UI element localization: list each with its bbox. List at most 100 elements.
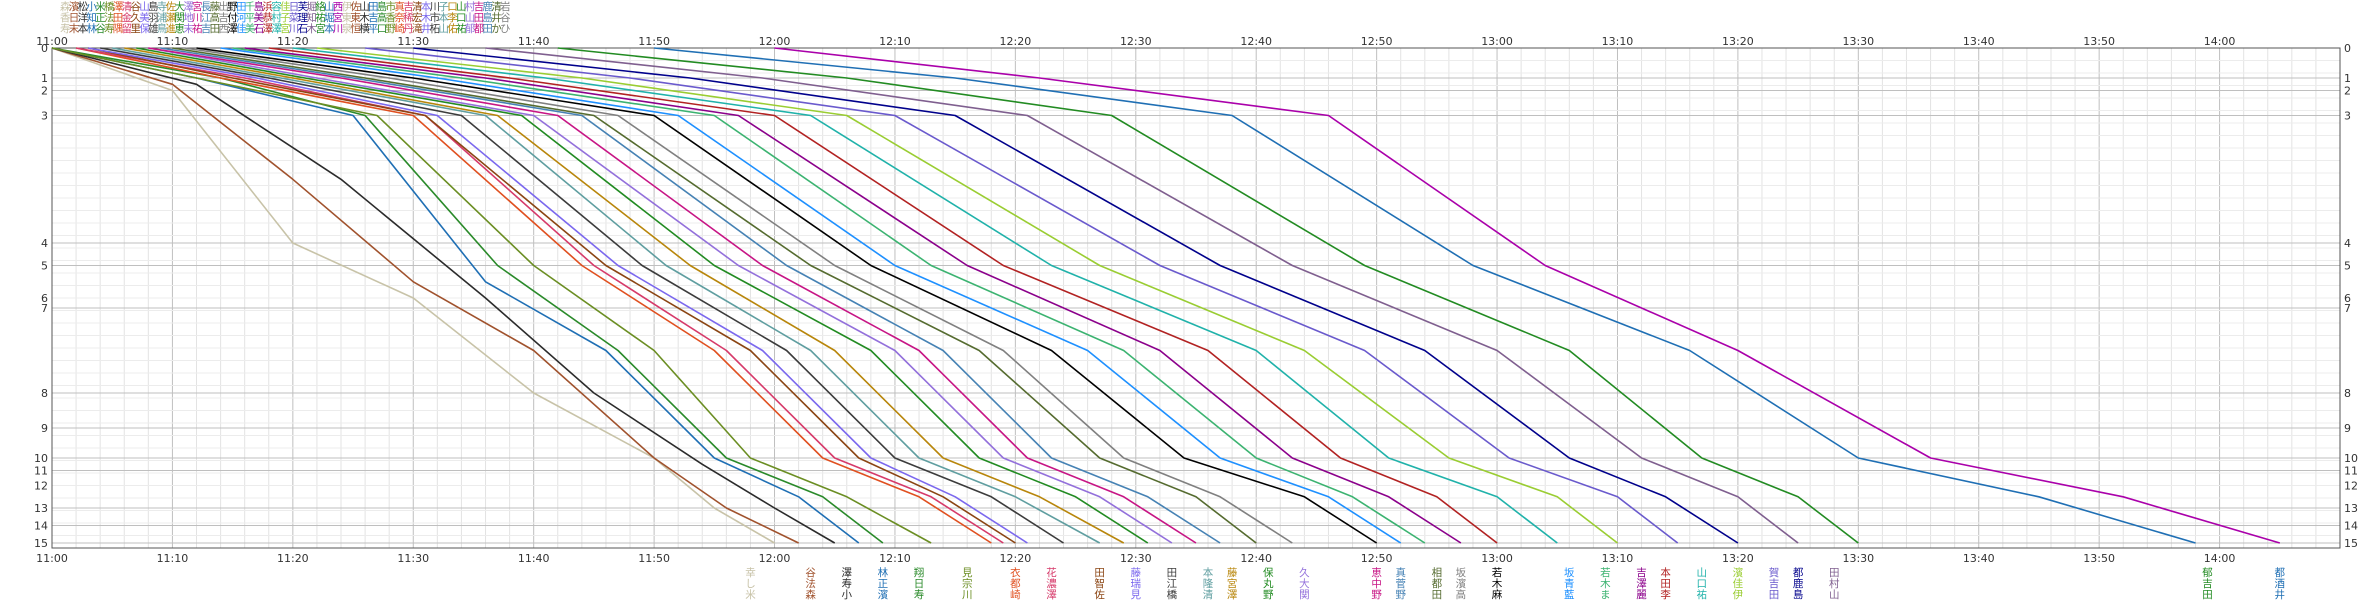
bottom-runner-glyph: 口 <box>1697 578 1708 590</box>
y-tick-label-left: 11 <box>34 465 48 478</box>
top-runner-glyph: 美 <box>254 11 265 24</box>
bottom-runner-glyph: 酒 <box>2275 577 2286 590</box>
bottom-runner-glyph: 崎 <box>1010 588 1021 600</box>
top-runner-glyph: 吉 <box>474 1 485 13</box>
top-runner-glyph: 井 <box>491 11 502 24</box>
x-tick-label-bottom: 13:50 <box>2083 552 2115 565</box>
top-runner-labels: 森香寿濱日末松洋本小知林米正谷橋法寿澤田隅清金留谷久里山美保島羽雄寺浦鳥佐瀬進大… <box>60 0 511 35</box>
bottom-runner-glyph: 高 <box>1456 588 1467 600</box>
top-runner-glyph: 稀 <box>403 11 414 24</box>
x-tick-label-top: 12:20 <box>1000 35 1032 48</box>
top-runner-glyph: か <box>491 23 502 35</box>
top-runner-glyph: 絡 <box>315 0 326 13</box>
top-runner-glyph: 菜 <box>289 12 300 24</box>
x-tick-label-top: 13:50 <box>2083 35 2115 48</box>
top-runner-glyph: 村 <box>271 11 282 24</box>
series-line-32 <box>774 47 2281 544</box>
x-tick-label-bottom: 12:30 <box>1120 552 1152 565</box>
top-runner-glyph: 吉 <box>403 1 414 13</box>
x-tick-label-bottom: 13:40 <box>1963 552 1995 565</box>
x-tick-label-top: 14:00 <box>2204 35 2236 48</box>
x-tick-label-top: 11:30 <box>397 35 429 48</box>
bottom-runner-glyph: 山 <box>1829 589 1840 600</box>
series-line-17 <box>160 47 1221 544</box>
top-runner-glyph: 清 <box>412 0 423 13</box>
bottom-runner-glyph: 衣 <box>1010 566 1021 579</box>
bottom-runner-glyph: 濱 <box>1733 566 1744 579</box>
series-line-6 <box>51 47 932 544</box>
top-runner-glyph: 林 <box>86 22 97 35</box>
top-runner-glyph: 田 <box>113 12 124 24</box>
bottom-runner-glyph: 保 <box>1263 566 1274 579</box>
top-runner-glyph: 山 <box>465 12 476 24</box>
series-line-21 <box>220 47 1402 544</box>
x-tick-label-top: 13:00 <box>1481 35 1513 48</box>
series-line-31 <box>654 47 2196 544</box>
bottom-runner-glyph: 花 <box>1046 566 1057 579</box>
y-tick-label-right: 0 <box>2344 42 2351 55</box>
series-line-18 <box>172 47 1257 544</box>
plot-frame <box>51 47 2341 549</box>
series-line-14 <box>136 47 1149 544</box>
top-runner-glyph: 泉 <box>342 22 353 35</box>
top-runner-glyph: 田 <box>210 23 221 35</box>
bottom-runner-glyph: 佳 <box>1733 577 1744 590</box>
bottom-runner-glyph: 井 <box>2275 588 2286 600</box>
series-line-1 <box>51 47 775 544</box>
bottom-runner-glyph: 濱 <box>878 588 889 600</box>
bottom-runner-glyph: 澤 <box>1227 589 1238 600</box>
bottom-runner-glyph: 吉 <box>1636 567 1647 579</box>
top-runner-glyph: 橋 <box>104 0 115 13</box>
top-runner-glyph: 西 <box>218 23 229 35</box>
top-runner-glyph: 田 <box>368 1 379 13</box>
bottom-runner-glyph: 藤 <box>1227 567 1238 579</box>
x-tick-label-bottom: 12:40 <box>1240 552 1272 565</box>
top-runner-glyph: 日 <box>289 1 300 13</box>
series-line-12 <box>112 47 1101 544</box>
top-runner-glyph: 郁 <box>465 22 476 35</box>
bottom-runner-glyph: 谷 <box>805 567 816 579</box>
y-tick-label-right: 4 <box>2344 237 2351 250</box>
bottom-runner-glyph: 翔 <box>914 566 925 579</box>
series-line-23 <box>244 47 1462 544</box>
x-tick-label-top: 11:40 <box>518 35 550 48</box>
top-runner-glyph: 田 <box>474 12 485 24</box>
bottom-runner-glyph: 久 <box>1299 567 1310 579</box>
bottom-runner-glyph: し <box>745 578 756 590</box>
top-runner-glyph: 正 <box>95 12 106 24</box>
bottom-runner-glyph: 江 <box>1167 578 1178 590</box>
top-runner-glyph: 香 <box>60 12 71 24</box>
top-runner-glyph: 保 <box>139 22 150 35</box>
bottom-runner-glyph: 祐 <box>1697 588 1708 600</box>
top-runner-glyph: 知 <box>306 11 317 24</box>
series-line-19 <box>184 47 1293 544</box>
y-tick-label-left: 0 <box>41 42 48 55</box>
top-runner-glyph: 瀬 <box>166 11 177 24</box>
bottom-runner-glyph: 田 <box>1432 589 1443 600</box>
top-runner-glyph: 宏 <box>412 11 423 24</box>
top-runner-glyph: 芙 <box>298 0 309 13</box>
top-runner-glyph: 奈 <box>394 11 405 24</box>
top-runner-glyph: 隅 <box>113 23 124 35</box>
bottom-runner-glyph: 野 <box>1263 589 1274 600</box>
bottom-runner-glyph: 森 <box>805 588 816 600</box>
y-tick-label-right: 5 <box>2344 260 2351 273</box>
top-runner-glyph: 里 <box>130 23 141 35</box>
top-runner-glyph: 高 <box>210 11 221 24</box>
top-runner-glyph: 本 <box>324 22 335 35</box>
bottom-runner-glyph: 麻 <box>1492 588 1503 600</box>
top-runner-glyph: 羽 <box>148 12 159 24</box>
series-line-2 <box>51 47 799 544</box>
top-runner-glyph: 知 <box>86 11 97 24</box>
top-runner-glyph: 堀 <box>324 12 335 24</box>
y-tick-label-right: 2 <box>2344 85 2351 98</box>
x-tick-label-bottom: 12:00 <box>759 552 791 565</box>
top-runner-glyph: 澤 <box>262 23 273 35</box>
top-runner-glyph: 理 <box>298 12 309 24</box>
bottom-runner-glyph: 日 <box>914 578 925 590</box>
top-runner-glyph: 佳 <box>236 22 247 35</box>
bottom-runner-glyph: 法 <box>805 577 816 590</box>
bottom-runner-glyph: 吉 <box>1769 578 1780 590</box>
top-runner-glyph: 祐 <box>456 22 467 35</box>
